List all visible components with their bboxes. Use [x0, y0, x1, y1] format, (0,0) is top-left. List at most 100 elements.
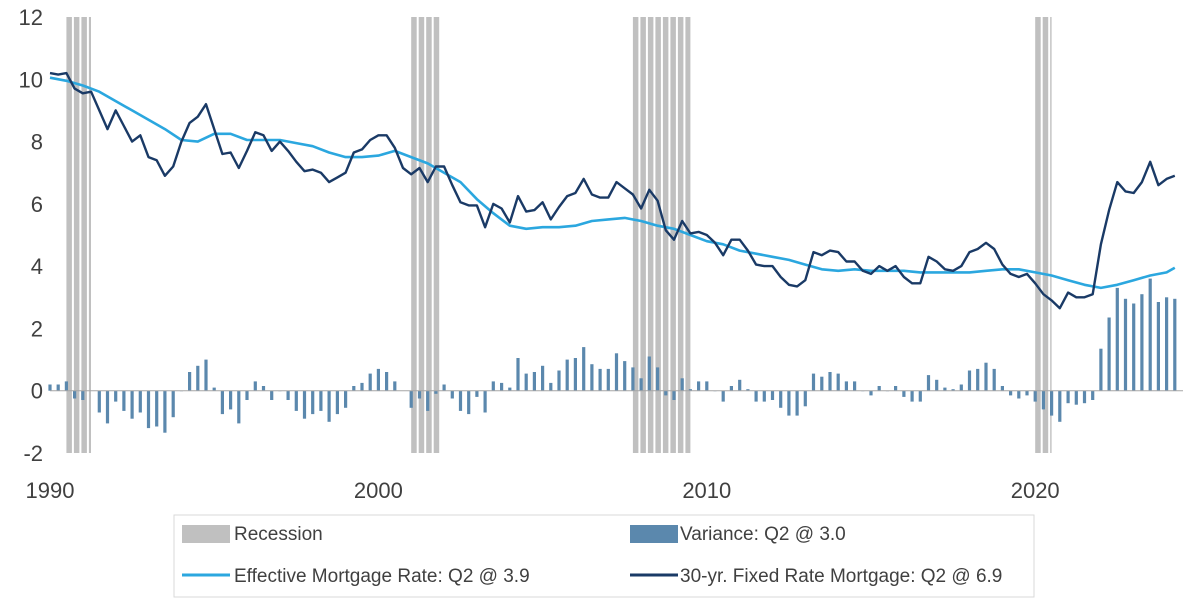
variance-bar — [163, 390, 167, 433]
variance-bar — [146, 390, 151, 429]
variance-bar — [302, 390, 307, 419]
legend-effective-label: Effective Mortgage Rate: Q2 @ 3.9 — [234, 566, 530, 587]
variance-bar — [327, 390, 331, 422]
variance-bar — [212, 387, 216, 391]
variance-bar — [122, 390, 126, 411]
variance-bar — [926, 375, 931, 391]
x-tick-label: 2020 — [1011, 478, 1060, 503]
variance-bar — [836, 373, 840, 391]
legend-box — [173, 514, 1035, 598]
variance-bar — [935, 379, 939, 391]
legend-recession-swatch — [182, 525, 230, 543]
variance-bar — [1140, 294, 1144, 391]
variance-bar — [245, 390, 249, 400]
recession-stripe — [433, 17, 440, 453]
legend: Recession Variance: Q2 @ 3.0 Effective M… — [173, 514, 1035, 598]
variance-bar — [114, 390, 118, 402]
variance-bar — [729, 386, 733, 391]
variance-bar — [598, 368, 602, 391]
variance-bar — [155, 390, 159, 427]
recession-stripe — [662, 17, 669, 453]
variance-bar — [656, 367, 660, 391]
variance-bar — [697, 381, 701, 391]
variance-bar — [97, 390, 101, 413]
variance-bar — [237, 390, 241, 424]
recession-stripe — [677, 17, 684, 453]
variance-bar — [1099, 348, 1103, 391]
variance-bar — [557, 370, 561, 391]
variance-bar — [623, 361, 627, 391]
variance-bar — [467, 390, 471, 415]
recession-stripe — [426, 17, 432, 453]
variance-bar — [770, 390, 775, 400]
variance-bar — [458, 390, 463, 411]
variance-bar — [64, 381, 68, 391]
rate-lines — [49, 71, 1176, 310]
variance-bar — [762, 390, 766, 402]
variance-bar — [795, 390, 799, 416]
variance-bar — [869, 390, 873, 396]
recession-stripe — [418, 17, 425, 453]
x-tick-label: 2000 — [354, 478, 403, 503]
recession-stripe — [655, 17, 661, 453]
variance-bar — [614, 353, 619, 391]
legend-recession-label: Recession — [234, 524, 323, 545]
variance-bar — [779, 390, 783, 408]
variance-bar — [565, 359, 569, 391]
variance-bar — [1066, 390, 1070, 404]
variance-bar — [910, 390, 914, 402]
variance-bar — [368, 373, 372, 391]
variance-bar — [426, 390, 430, 411]
variance-bar — [1074, 390, 1078, 405]
variance-bar — [811, 373, 816, 391]
variance-bar — [902, 390, 906, 397]
variance-bar — [1082, 390, 1087, 404]
y-tick-label: 0 — [31, 379, 43, 404]
variance-bar — [204, 359, 208, 391]
variance-bar — [48, 384, 52, 391]
variance-bar — [524, 373, 528, 391]
variance-bar — [1165, 297, 1169, 391]
variance-bar — [1156, 302, 1160, 391]
variance-bar — [1107, 317, 1111, 391]
variance-bar — [976, 368, 980, 391]
variance-bar — [1148, 278, 1152, 391]
variance-bar — [549, 382, 553, 391]
variance-bar — [688, 389, 692, 391]
variance-bar — [828, 372, 832, 391]
variance-bar — [188, 372, 192, 391]
recession-stripe — [73, 17, 80, 453]
variance-bar — [220, 390, 224, 415]
x-tick-label: 1990 — [26, 478, 75, 503]
variance-bar — [984, 362, 988, 391]
variance-bar — [434, 390, 438, 394]
recession-stripe — [88, 17, 91, 453]
recession-band — [411, 17, 440, 453]
variance-bar — [417, 390, 422, 399]
variance-bar — [1173, 298, 1177, 391]
variance-bar — [335, 390, 339, 415]
effective-rate-line — [49, 76, 1176, 290]
variance-bar — [1050, 390, 1054, 416]
variance-bar — [344, 390, 348, 408]
recession-stripe — [411, 17, 417, 453]
variance-bar — [606, 368, 610, 391]
variance-bar — [138, 390, 142, 413]
recession-stripe — [632, 17, 639, 453]
variance-bar — [787, 390, 791, 416]
variance-bar — [894, 386, 898, 391]
variance-bar — [105, 390, 110, 424]
x-axis-tick-labels: 1990 2000 2010 2020 — [26, 478, 1060, 503]
legend-variance-label: Variance: Q2 @ 3.0 — [680, 524, 846, 545]
variance-bar — [853, 381, 857, 391]
variance-bar — [951, 389, 955, 391]
variance-bar — [508, 387, 512, 391]
variance-bar — [1115, 287, 1119, 391]
variance-bar — [532, 372, 536, 391]
variance-bar — [746, 389, 750, 391]
variance-bar — [130, 390, 134, 419]
variance-bar — [1091, 390, 1095, 400]
variance-bar — [1025, 390, 1029, 396]
variance-bar — [1058, 390, 1062, 422]
